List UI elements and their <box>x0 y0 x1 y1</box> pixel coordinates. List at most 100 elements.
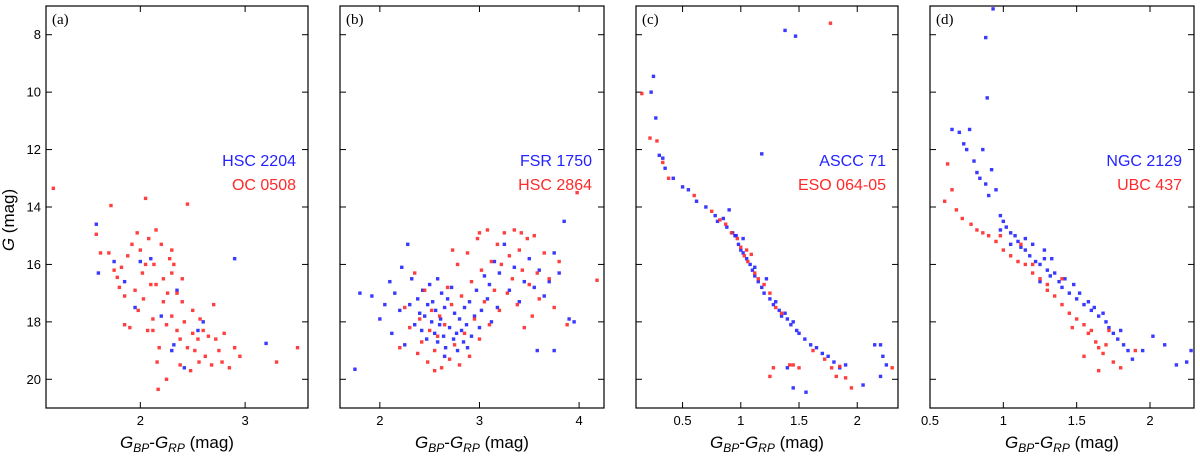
data-point <box>525 236 529 241</box>
data-point <box>459 294 464 298</box>
data-point <box>107 251 111 255</box>
data-point <box>422 288 427 292</box>
data-point <box>1082 354 1086 359</box>
x-tick-label: 2 <box>854 413 861 428</box>
data-point <box>986 234 991 238</box>
data-point <box>398 346 402 350</box>
data-point <box>156 387 160 392</box>
data-point <box>383 302 387 307</box>
data-point <box>797 331 801 336</box>
data-point <box>1001 219 1006 224</box>
series-blue <box>353 219 576 371</box>
data-point <box>654 116 658 120</box>
data-point <box>507 254 512 258</box>
data-point <box>109 203 113 208</box>
data-point <box>1063 277 1067 281</box>
panel-label: (d) <box>936 12 954 28</box>
x-tick-label: 1.5 <box>1068 413 1086 428</box>
data-point <box>994 188 998 192</box>
data-point <box>721 216 726 221</box>
data-point <box>185 202 190 206</box>
series-red <box>640 21 894 390</box>
data-point <box>742 254 746 258</box>
data-point <box>762 291 766 295</box>
y-axis-label-unit: (mag) <box>0 189 18 238</box>
data-point <box>211 302 216 307</box>
data-point <box>157 346 161 350</box>
data-point <box>232 256 237 261</box>
data-point <box>482 274 487 278</box>
data-point <box>794 328 799 333</box>
data-point <box>485 297 490 301</box>
data-point <box>159 242 163 247</box>
data-point <box>119 265 124 269</box>
data-point <box>820 351 825 356</box>
data-point <box>203 354 207 359</box>
data-point <box>1133 348 1138 353</box>
data-point <box>1057 279 1061 284</box>
data-point <box>180 300 184 304</box>
data-point <box>1033 259 1038 264</box>
data-point <box>527 256 531 261</box>
data-point <box>96 271 101 275</box>
data-point <box>462 305 467 310</box>
data-point <box>1077 291 1082 295</box>
data-point <box>1030 271 1035 275</box>
data-point <box>760 152 764 156</box>
data-point <box>783 28 787 33</box>
data-point <box>128 325 132 330</box>
data-point <box>843 376 848 380</box>
data-point <box>452 311 457 315</box>
data-point <box>1096 314 1101 318</box>
data-point <box>1019 245 1023 249</box>
data-point <box>727 208 731 212</box>
data-point <box>1013 234 1017 238</box>
data-point <box>378 317 382 321</box>
data-point <box>469 334 474 338</box>
data-point <box>432 331 437 336</box>
data-point <box>94 222 99 226</box>
data-point <box>873 343 877 347</box>
data-point <box>1082 302 1086 307</box>
data-point <box>419 328 424 333</box>
data-point <box>822 357 827 361</box>
data-point <box>1111 360 1116 364</box>
y-tick-label: 20 <box>27 372 41 387</box>
data-point <box>978 176 982 180</box>
data-point <box>469 279 474 284</box>
data-point <box>175 288 179 292</box>
data-point <box>51 186 56 191</box>
data-point <box>1162 343 1167 347</box>
data-point <box>136 308 140 313</box>
data-point <box>878 343 883 347</box>
data-point <box>485 228 490 232</box>
data-point <box>495 242 500 247</box>
data-point <box>575 190 579 195</box>
data-point <box>507 288 512 292</box>
data-point <box>442 354 447 359</box>
data-point <box>164 323 169 327</box>
data-point <box>398 308 402 313</box>
data-point <box>443 346 448 350</box>
data-point <box>811 348 815 353</box>
data-point <box>789 323 793 327</box>
y-tick-label: 18 <box>27 314 41 329</box>
data-point <box>648 136 652 140</box>
panel-label: (b) <box>346 12 364 28</box>
data-point <box>1030 242 1035 247</box>
data-point <box>238 354 242 359</box>
data-point <box>1094 340 1098 344</box>
data-point <box>748 262 752 267</box>
x-axis-label: GBP-GRP (mag) <box>710 433 824 455</box>
data-point <box>117 285 122 290</box>
data-point <box>413 323 417 327</box>
x-tick-label: 3 <box>476 413 483 428</box>
data-point <box>1089 328 1094 333</box>
data-point <box>1118 366 1123 370</box>
data-point <box>487 323 492 327</box>
data-point <box>774 305 778 310</box>
data-point <box>419 340 424 344</box>
data-point <box>274 360 279 364</box>
data-point <box>435 334 440 338</box>
data-point <box>984 35 988 40</box>
